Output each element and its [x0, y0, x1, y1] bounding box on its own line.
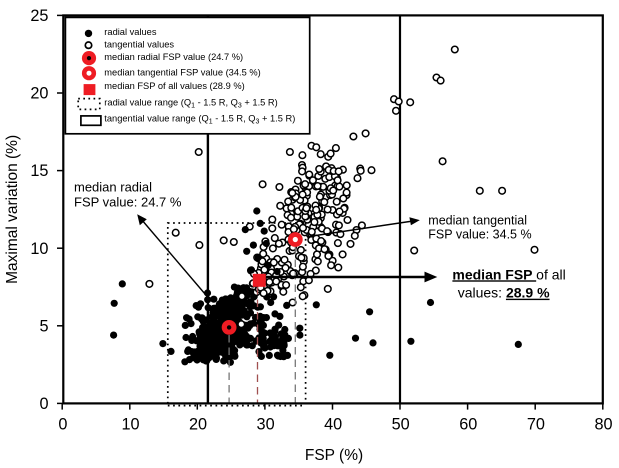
svg-text:radial values: radial values	[104, 27, 157, 37]
svg-text:25: 25	[30, 7, 48, 25]
svg-text:70: 70	[527, 416, 545, 434]
svg-text:radial value range (Q1 - 1.5 R: radial value range (Q1 - 1.5 R, Q3 + 1.5…	[104, 98, 277, 110]
svg-text:Maximal variation (%): Maximal variation (%)	[4, 135, 21, 284]
svg-text:20: 20	[189, 416, 207, 434]
svg-text:10: 10	[121, 416, 139, 434]
svg-text:median FSP of all values (28.9: median FSP of all values (28.9 %)	[104, 81, 244, 91]
svg-text:median FSP of all: median FSP of all	[452, 266, 565, 282]
svg-text:50: 50	[392, 416, 410, 434]
svg-text:0: 0	[58, 416, 67, 434]
svg-text:20: 20	[30, 85, 48, 103]
svg-text:40: 40	[324, 416, 342, 434]
svg-text:tangential values: tangential values	[104, 40, 174, 50]
svg-text:FSP (%): FSP (%)	[305, 447, 363, 464]
svg-text:median tangential: median tangential	[428, 214, 527, 228]
svg-text:median radial: median radial	[74, 180, 152, 195]
svg-text:15: 15	[30, 162, 48, 180]
svg-text:30: 30	[257, 416, 275, 434]
svg-text:0: 0	[39, 395, 48, 413]
svg-text:tangential value range (Q1 - 1: tangential value range (Q1 - 1.5 R, Q3 +…	[104, 114, 295, 126]
svg-text:80: 80	[594, 416, 612, 434]
svg-text:FSP value: 34.5 %: FSP value: 34.5 %	[428, 228, 531, 242]
svg-text:5: 5	[39, 317, 48, 335]
svg-text:60: 60	[459, 416, 477, 434]
svg-text:10: 10	[30, 240, 48, 258]
svg-text:FSP value: 24.7 %: FSP value: 24.7 %	[74, 194, 182, 209]
svg-text:values: 28.9 %: values: 28.9 %	[458, 285, 550, 301]
svg-text:median radial FSP value (24.7: median radial FSP value (24.7 %)	[104, 52, 243, 62]
svg-text:median tangential FSP value (3: median tangential FSP value (34.5 %)	[104, 68, 260, 78]
